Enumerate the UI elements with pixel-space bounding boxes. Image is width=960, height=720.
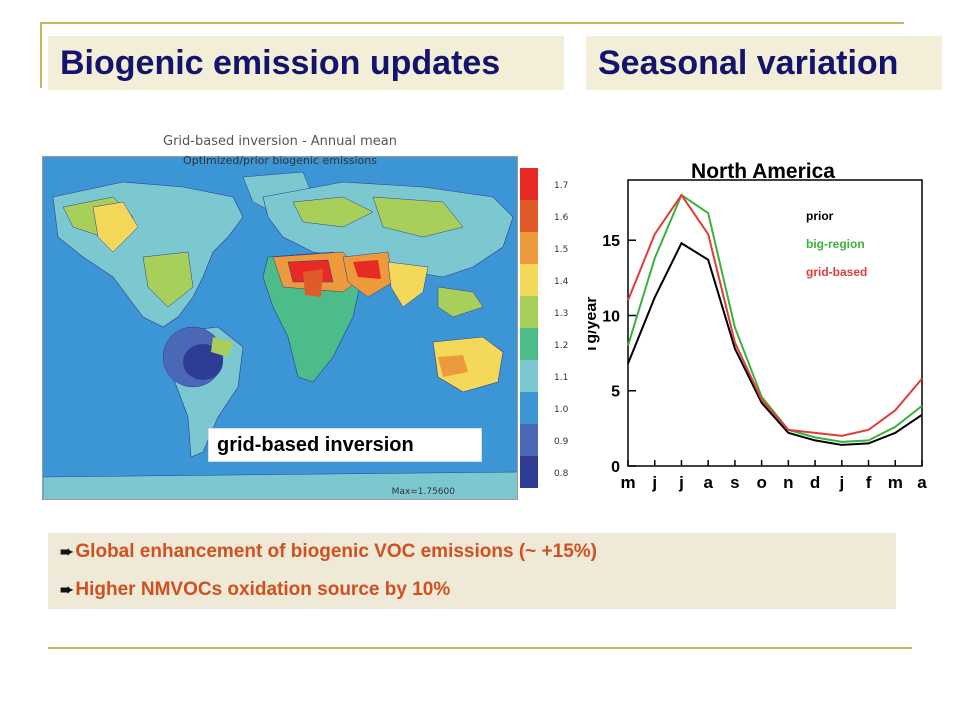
y-tick-label: 5 [611,384,620,401]
bullet-item-1: ➨ Global enhancement of biogenic VOC emis… [60,541,597,563]
bullet-box: ➨ Global enhancement of biogenic VOC emis… [48,533,896,609]
inversion-label: grid-based inversion [208,428,482,462]
colorbar-swatch [520,424,538,456]
plot-frame [627,179,923,467]
series-line-big-region [627,193,923,443]
top-rule [40,22,904,24]
legend-entry: prior [806,209,834,223]
colorbar-tick-label: 0.9 [554,437,569,447]
x-tick-label: a [703,473,713,492]
colorbar-swatch [520,456,538,488]
x-tick-label: d [810,473,820,492]
x-tick-label: o [756,473,766,492]
x-tick-label: f [866,473,872,492]
bullet-text: Higher NMVOCs oxidation source by 10% [75,579,451,600]
colorbar-swatch [520,392,538,424]
colorbar-swatch [520,328,538,360]
map-max-label: Max=1.75600 [391,487,455,497]
map-title: Grid-based inversion - Annual mean [163,134,397,149]
bullet-item-2: ➨ Higher NMVOCs oxidation source by 10% [60,579,450,601]
left-title: Biogenic emission updates [48,36,564,90]
map-subtitle: Optimized/prior biogenic emissions [183,154,377,167]
legend-entry: grid-based [806,265,867,279]
colorbar-tick-label: 1.6 [554,213,569,223]
x-tick-label: a [917,473,927,492]
chart-title: North America [691,160,835,183]
colorbar-tick-label: 1.5 [554,245,568,255]
colorbar-tick-label: 1.7 [554,181,568,191]
x-tick-label: m [888,473,903,492]
y-tick-label: 10 [602,308,620,325]
series-line-grid-based [627,193,923,437]
right-title: Seasonal variation [586,36,942,90]
bullet-text: Global enhancement of biogenic VOC emiss… [75,541,597,562]
x-tick-label: j [678,473,684,492]
colorbar-swatch [520,232,538,264]
arrow-icon: ➨ [60,582,74,599]
colorbar-swatch [520,200,538,232]
bottom-rule [48,647,912,649]
colorbar-tick-label: 1.3 [554,309,568,319]
colorbar-swatch [520,168,538,200]
colorbar-tick-label: 1.1 [554,373,568,383]
colorbar-swatch [520,360,538,392]
x-tick-label: s [730,473,739,492]
x-tick-label: j [651,473,657,492]
legend-entry: big-region [806,237,865,251]
x-tick-label: j [838,473,844,492]
x-tick-label: n [783,473,793,492]
colorbar-swatch [520,264,538,296]
arrow-icon: ➨ [60,544,74,561]
colorbar: 1.7 1.6 1.5 1.4 1.3 1.2 1.1 1.0 0.9 0.8 [520,168,569,488]
series-line-prior [627,241,923,446]
colorbar-tick-label: 1.2 [554,341,568,351]
left-rule [40,22,42,88]
chart-ylabel: Tg/year [588,297,600,354]
y-tick-label: 0 [611,459,620,476]
colorbar-tick-label: 1.0 [554,405,569,415]
colorbar-swatch [520,296,538,328]
colorbar-tick-label: 1.4 [554,277,569,287]
x-tick-label: m [620,473,635,492]
colorbar-tick-label: 0.8 [554,469,569,479]
y-tick-label: 15 [602,233,620,250]
